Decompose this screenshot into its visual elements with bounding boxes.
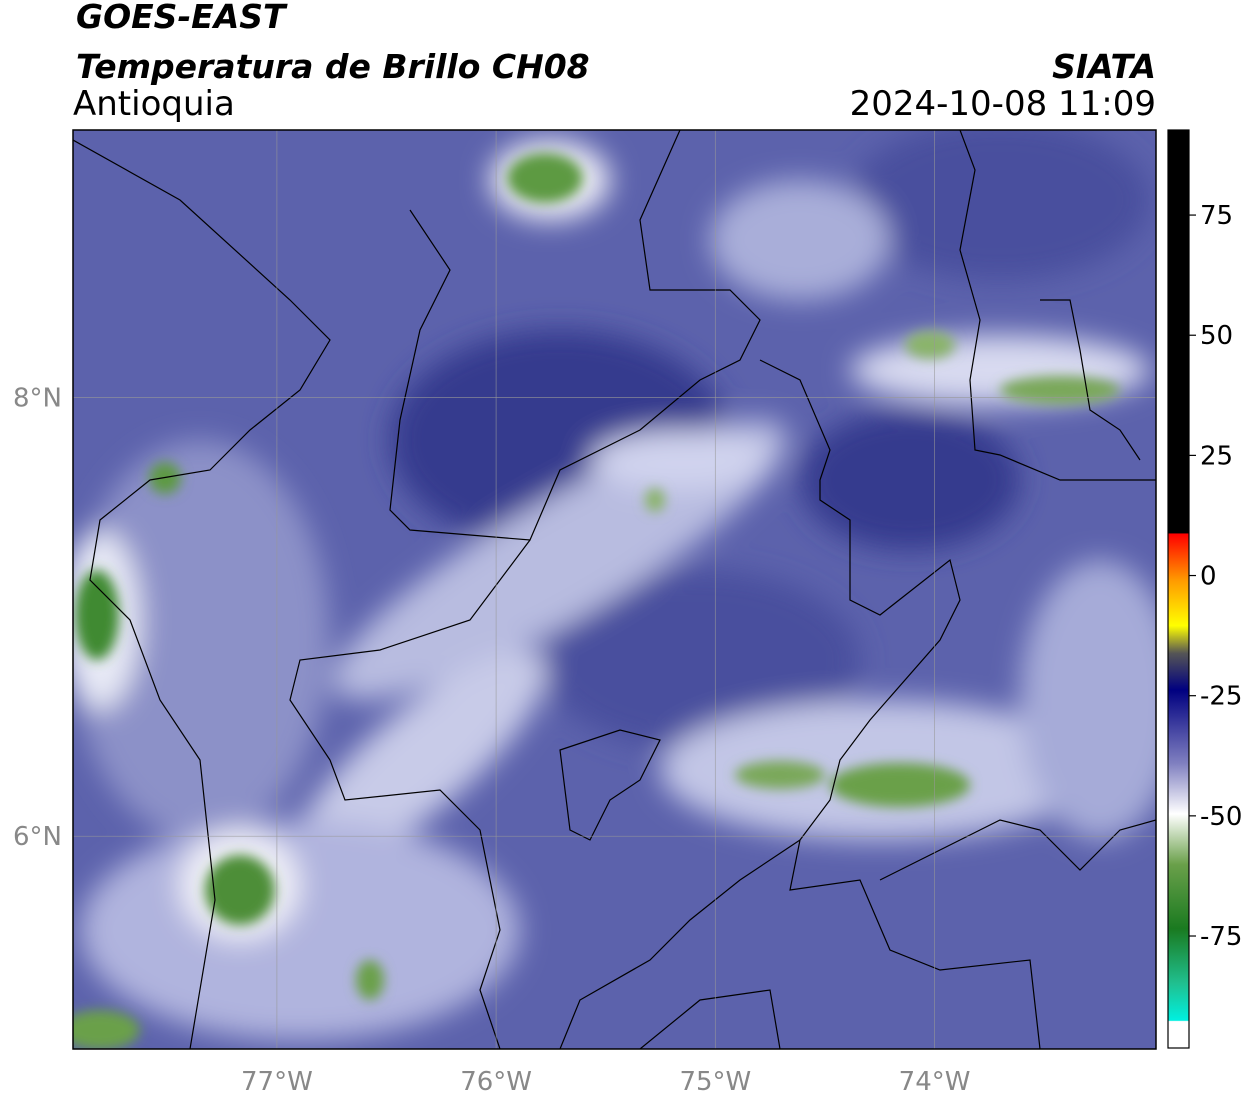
source-label: SIATA [1052, 47, 1156, 86]
y-tick-label: 6°N [13, 822, 62, 852]
map-ticks: 77°W 76°W 75°W 74°W 6°N 8°N [13, 384, 970, 1097]
datetime-label: 2024-10-08 11:09 [850, 84, 1156, 124]
satellite-label: GOES-EAST [76, 0, 288, 36]
x-tick-label: 77°W [241, 1067, 313, 1097]
colorbar-ticks: 75 50 25 0 -25 -50 -75 [1189, 201, 1242, 952]
satellite-image [73, 130, 1156, 1049]
colorbar-tick-label: 75 [1200, 201, 1233, 231]
colorbar-tick-label: 25 [1200, 441, 1233, 471]
colorbar [1167, 129, 1190, 1049]
x-tick-label: 75°W [679, 1067, 751, 1097]
title: Temperatura de Brillo CH08 [76, 47, 590, 86]
colorbar-tick-label: 0 [1200, 562, 1217, 592]
map-frame [72, 129, 1157, 1050]
borders [73, 130, 1156, 1049]
colorbar-tick-label: 50 [1200, 321, 1233, 351]
x-tick-label: 74°W [899, 1067, 971, 1097]
colorbar-tick-label: -25 [1200, 682, 1242, 712]
grid [73, 130, 1156, 1049]
x-tick-label: 76°W [460, 1067, 532, 1097]
colorbar-tick-label: -75 [1200, 922, 1242, 952]
colorbar-tick-label: -50 [1200, 802, 1242, 832]
region-label: Antioquia [73, 84, 235, 124]
y-tick-label: 8°N [13, 384, 62, 414]
